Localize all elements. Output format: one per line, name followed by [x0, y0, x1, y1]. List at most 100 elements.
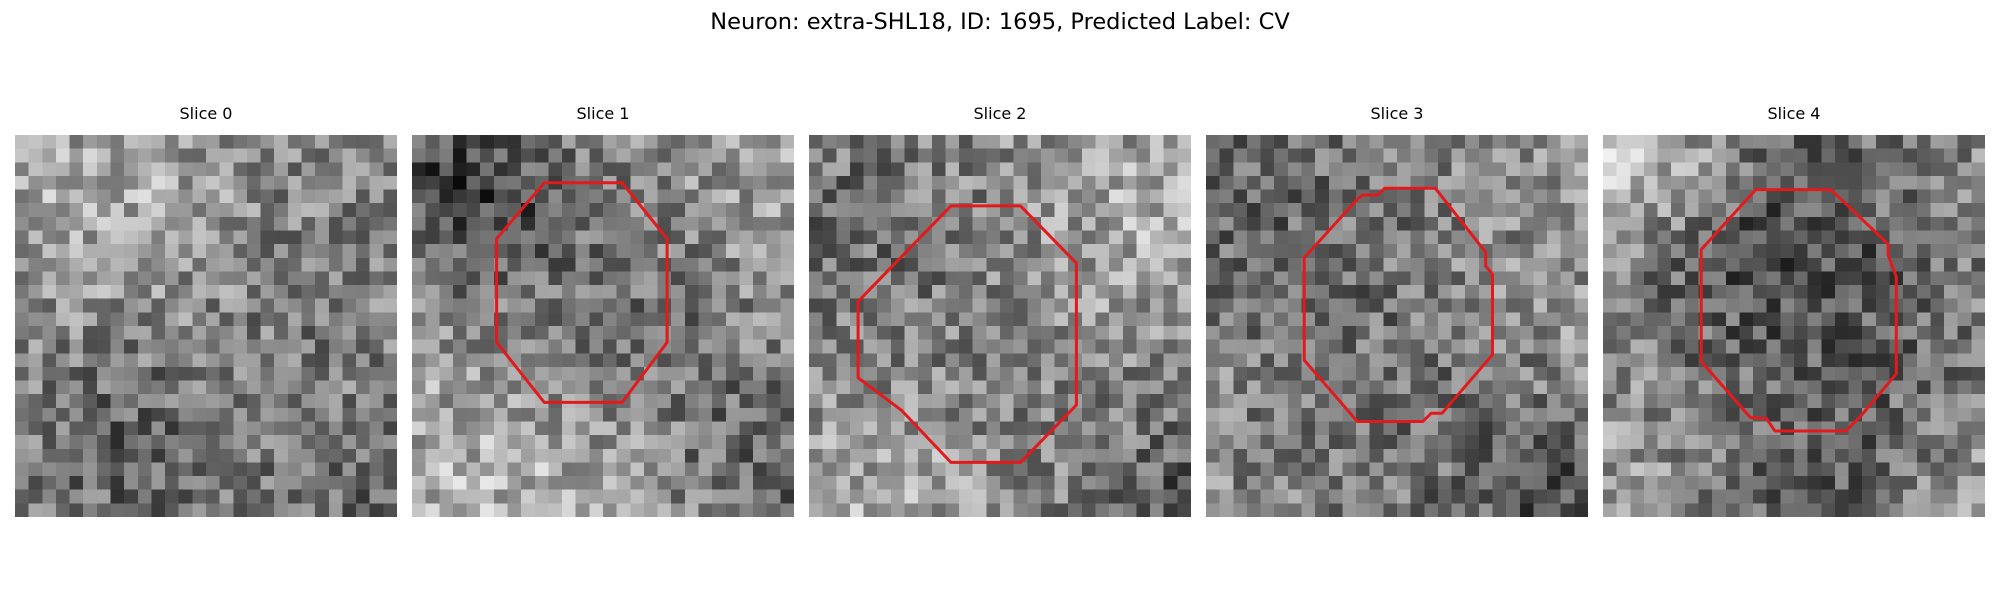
pixel — [1807, 353, 1822, 368]
pixel — [1547, 448, 1562, 464]
pixel — [1725, 189, 1741, 204]
pixel — [192, 421, 207, 436]
pixel — [1533, 135, 1548, 150]
pixel — [1630, 162, 1645, 177]
pixel — [1916, 230, 1932, 245]
pixel — [753, 394, 768, 409]
pixel — [1410, 421, 1425, 436]
pixel — [55, 503, 71, 517]
pixel — [1122, 135, 1138, 150]
pixel — [1219, 312, 1234, 327]
pixel — [452, 394, 468, 409]
pixel — [877, 353, 892, 368]
pixel — [1233, 203, 1248, 218]
pixel — [1848, 421, 1863, 436]
pixel — [55, 421, 71, 436]
pixel — [1739, 216, 1754, 232]
pixel — [1369, 203, 1384, 218]
pixel — [1533, 353, 1548, 368]
pixel — [1862, 230, 1877, 245]
pixel — [1478, 312, 1494, 327]
pixel — [1027, 448, 1042, 464]
pixel — [1753, 271, 1768, 286]
pixel — [507, 189, 522, 204]
pixel — [369, 421, 384, 436]
pixel — [1657, 312, 1672, 327]
pixel — [1177, 162, 1191, 177]
pixel — [1451, 339, 1466, 354]
pixel — [219, 216, 234, 232]
pixel — [1739, 489, 1754, 504]
pixel — [1465, 257, 1480, 273]
pixel — [1451, 326, 1466, 341]
pixel — [55, 462, 71, 477]
pixel — [780, 407, 794, 423]
pixel — [260, 421, 275, 436]
pixel — [671, 189, 686, 204]
pixel — [1807, 407, 1822, 423]
pixel — [1794, 271, 1809, 286]
pixel — [165, 298, 180, 313]
pixel — [1260, 135, 1275, 150]
pixel — [1068, 244, 1083, 259]
pixel — [1725, 244, 1741, 259]
pixel — [739, 257, 754, 273]
pixel — [1246, 298, 1262, 313]
pixel — [1328, 298, 1344, 313]
pixel — [15, 339, 30, 354]
pixel — [83, 162, 98, 177]
pixel — [1903, 189, 1918, 204]
pixel — [1834, 462, 1850, 477]
pixel — [287, 189, 303, 204]
pixel — [466, 203, 481, 218]
pixel — [1889, 489, 1904, 504]
pixel — [657, 503, 672, 517]
pixel — [1506, 257, 1521, 273]
pixel — [1957, 380, 1972, 395]
pixel — [28, 298, 43, 313]
pixel — [178, 162, 193, 177]
pixel — [1616, 435, 1631, 450]
pixel — [165, 175, 180, 191]
pixel — [55, 175, 71, 191]
pixel — [1657, 162, 1672, 177]
pixel — [151, 257, 166, 273]
pixel — [931, 257, 947, 273]
pixel — [603, 462, 618, 477]
pixel — [589, 203, 604, 218]
pixel — [1342, 285, 1357, 300]
pixel — [603, 162, 618, 177]
pixel — [1766, 394, 1781, 409]
pixel — [1574, 421, 1588, 436]
pixel — [1519, 380, 1535, 395]
pixel — [246, 380, 262, 395]
pixel — [1821, 216, 1836, 232]
pixel — [766, 394, 781, 409]
pixel — [1095, 298, 1110, 313]
pixel — [315, 489, 330, 504]
pixel — [1725, 448, 1741, 464]
pixel — [671, 298, 686, 313]
pixel — [684, 189, 700, 204]
pixel — [1862, 148, 1877, 163]
pixel — [507, 394, 522, 409]
pixel — [466, 135, 481, 150]
pixel — [1383, 421, 1398, 436]
pixel — [1903, 489, 1918, 504]
pixel — [1807, 394, 1822, 409]
pixel — [1574, 380, 1588, 395]
pixel — [836, 216, 851, 232]
pixel — [548, 298, 563, 313]
pixel — [96, 339, 112, 354]
pixel — [1519, 503, 1535, 517]
pixel — [1109, 407, 1124, 423]
pixel — [1437, 162, 1453, 177]
pixel — [1780, 257, 1795, 273]
pixel — [1356, 203, 1371, 218]
pixel — [1630, 298, 1645, 313]
pixel — [206, 435, 221, 450]
pixel — [383, 189, 397, 204]
pixel — [836, 285, 851, 300]
pixel — [1848, 230, 1863, 245]
pixel — [55, 257, 71, 273]
